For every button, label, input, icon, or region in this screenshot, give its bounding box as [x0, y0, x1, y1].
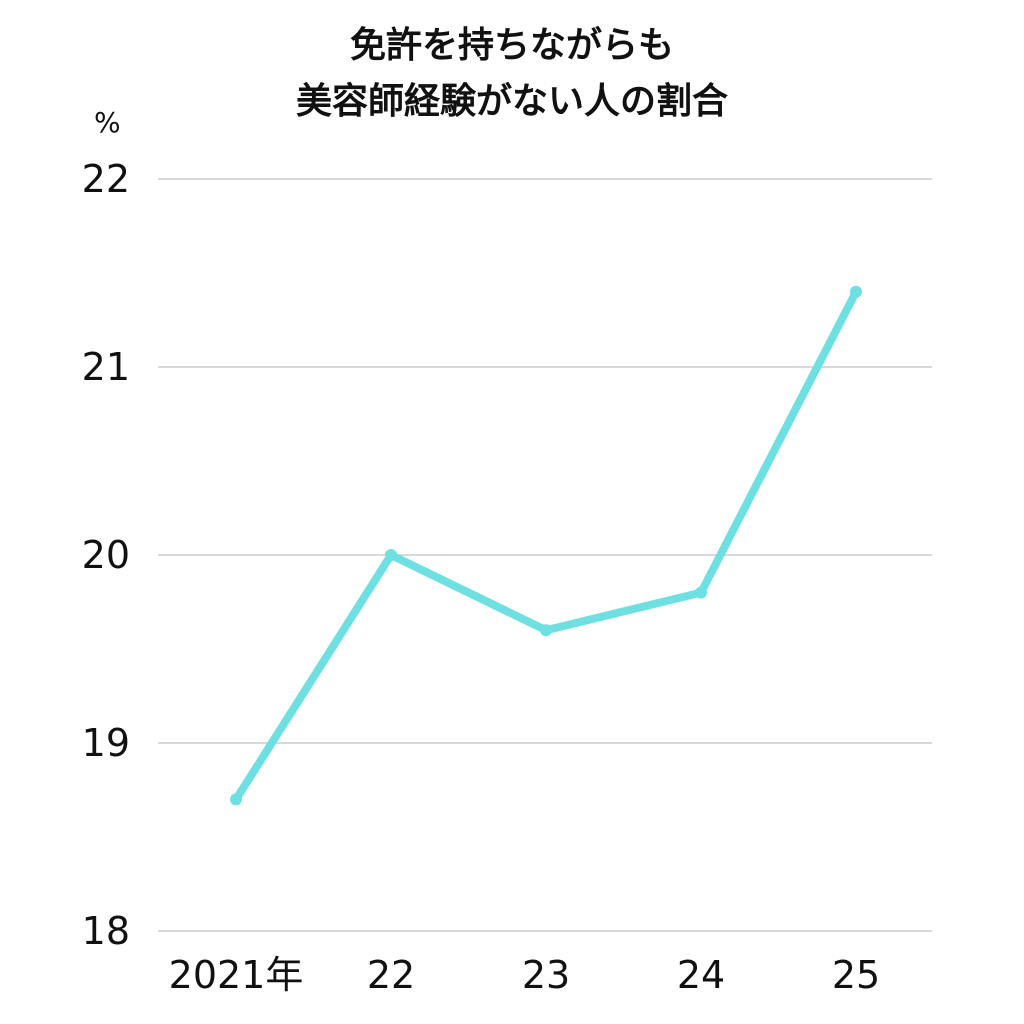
data-point: [540, 624, 552, 637]
y-axis-unit: %: [94, 106, 121, 139]
y-tick-label: 19: [82, 721, 130, 765]
y-tick-label: 21: [82, 345, 130, 389]
y-tick-labels: 18 19 20 21 22: [82, 157, 130, 953]
data-point: [850, 285, 862, 298]
chart-title: 免許を持ちながらも 美容師経験がない人の割合: [0, 18, 1024, 130]
data-point: [385, 549, 397, 561]
x-tick-label: 24: [677, 953, 725, 997]
y-tick-label: 18: [82, 909, 130, 953]
x-tick-labels: 2021年 22 23 24 25: [169, 953, 881, 997]
x-tick-label: 22: [367, 953, 415, 997]
grid-lines: [158, 178, 932, 932]
chart-title-line-2: 美容師経験がない人の割合: [295, 81, 728, 122]
x-tick-label: 25: [832, 953, 880, 997]
data-point: [695, 586, 707, 599]
x-tick-label: 23: [522, 953, 570, 997]
x-tick-label: 2021年: [169, 953, 304, 997]
data-point: [230, 793, 242, 806]
series-line: [232, 287, 860, 804]
y-tick-label: 20: [82, 533, 130, 577]
chart-title-line-1: 免許を持ちながらも: [349, 25, 674, 66]
y-tick-label: 22: [82, 157, 130, 201]
series-group: [230, 285, 862, 806]
